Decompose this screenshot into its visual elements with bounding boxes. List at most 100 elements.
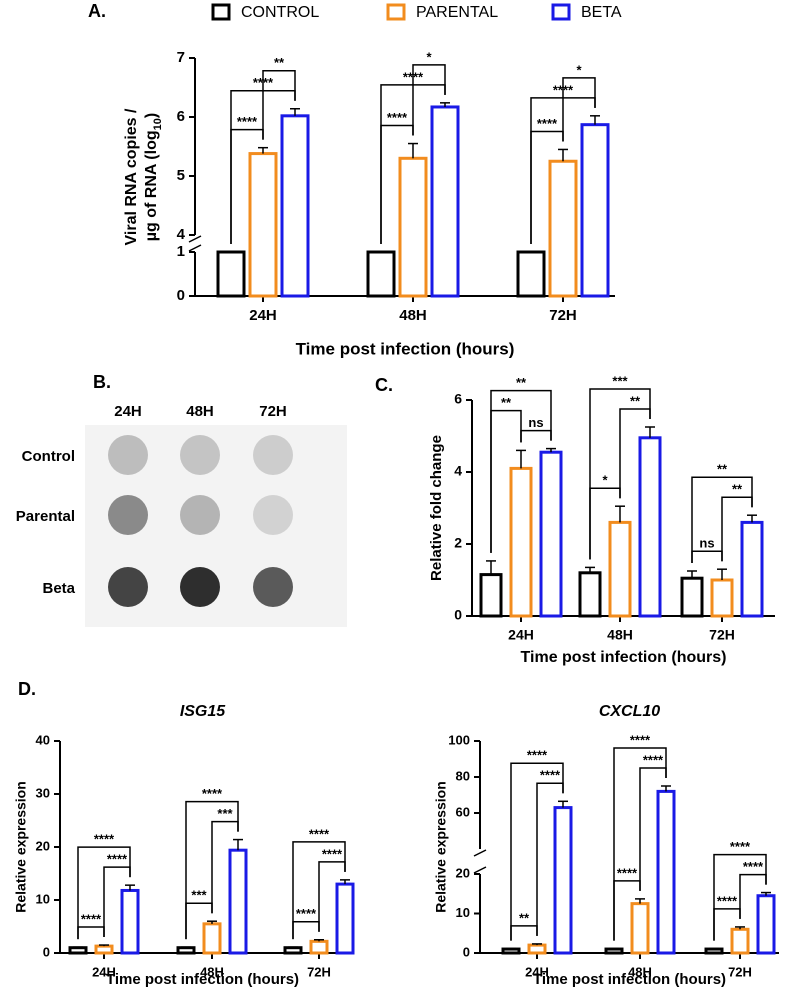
- significance-bracket: [262, 69, 296, 140]
- bar: [553, 806, 573, 955]
- significance-bracket: [510, 925, 538, 941]
- significance-bracket: [103, 866, 131, 938]
- bar: [656, 789, 676, 955]
- legend-label: PARENTAL: [416, 4, 498, 21]
- significance-bracket: [613, 880, 641, 941]
- chart-title: CXCL10: [599, 703, 660, 720]
- blot-row-label: Control: [22, 448, 75, 465]
- y-tick-label: 0: [463, 944, 470, 959]
- blot-dot: [108, 495, 148, 535]
- blot-column-label: 24H: [114, 403, 142, 420]
- y-axis-label-part: ): [143, 113, 160, 118]
- significance-label: ****: [717, 893, 738, 908]
- panel-label: D.: [18, 679, 36, 699]
- x-tick-label: 24H: [525, 964, 549, 979]
- x-tick-label: 24H: [508, 627, 534, 643]
- y-tick-label: 2: [454, 535, 462, 551]
- y-axis-label: µg of RNA (log10): [143, 113, 164, 241]
- legend-label: BETA: [581, 4, 622, 21]
- bar: [216, 250, 246, 298]
- x-axis-label: Time post infection (hours): [106, 971, 299, 988]
- bar: [638, 436, 662, 618]
- significance-label: *: [576, 62, 582, 77]
- y-tick-label: 30: [36, 785, 50, 800]
- significance-bracket: [530, 130, 564, 244]
- significance-bracket: [77, 846, 131, 940]
- bar: [501, 947, 521, 955]
- blot-row-label: Parental: [16, 508, 75, 525]
- x-axis-label: Time post infection (hours): [533, 971, 726, 988]
- blot-dot: [253, 435, 293, 475]
- blot-dot: [108, 567, 148, 607]
- significance-label: **: [274, 55, 285, 70]
- bar: [608, 520, 632, 618]
- y-tick-label: 6: [454, 391, 462, 407]
- significance-label: ****: [81, 911, 102, 926]
- bar: [704, 947, 724, 955]
- panel-label: C.: [375, 375, 393, 395]
- axis-break-mark: [188, 244, 202, 252]
- significance-label: ****: [540, 768, 561, 783]
- y-tick-label: 7: [177, 49, 185, 66]
- significance-bracket: [562, 77, 596, 142]
- significance-bracket: [713, 853, 767, 941]
- y-tick-label: 60: [456, 804, 470, 819]
- y-tick-label: 4: [177, 226, 186, 243]
- bar: [248, 152, 278, 298]
- x-tick-label: 72H: [728, 964, 752, 979]
- bar: [280, 114, 310, 298]
- significance-bracket: [721, 496, 753, 562]
- blot-column-label: 72H: [259, 403, 287, 420]
- legend-swatch: [386, 3, 406, 21]
- panel-label: B.: [93, 372, 111, 392]
- bar: [176, 946, 196, 955]
- y-axis-label: Relative expression: [13, 781, 29, 913]
- x-axis-label: Time post infection (hours): [296, 339, 515, 358]
- bar: [283, 946, 303, 955]
- significance-label: **: [630, 393, 641, 408]
- y-tick-label: 4: [454, 463, 462, 479]
- significance-label: ****: [643, 752, 664, 767]
- blot-dot: [180, 495, 220, 535]
- y-tick-label: 1: [177, 243, 185, 260]
- bar: [479, 573, 503, 618]
- bar: [630, 902, 650, 955]
- y-axis-label: Relative expression: [433, 781, 449, 913]
- significance-label: ****: [527, 748, 548, 763]
- x-tick-label: 72H: [709, 627, 735, 643]
- legend-label: CONTROL: [241, 4, 319, 21]
- significance-bracket: [211, 820, 239, 914]
- significance-bracket: [318, 861, 346, 932]
- blot-column-label: 48H: [186, 403, 214, 420]
- y-tick-label: 20: [456, 865, 470, 880]
- significance-bracket: [490, 409, 522, 553]
- y-tick-label: 20: [36, 838, 50, 853]
- significance-bracket: [619, 408, 651, 499]
- significance-bracket: [691, 550, 723, 563]
- bar: [604, 947, 624, 955]
- y-tick-label: 10: [36, 891, 50, 906]
- blot-dot: [253, 567, 293, 607]
- bar: [509, 466, 533, 618]
- significance-label: ***: [612, 373, 628, 388]
- bar: [202, 922, 222, 955]
- panel-label: A.: [88, 1, 106, 21]
- axis-break-mark: [473, 866, 487, 874]
- y-tick-label: 80: [456, 768, 470, 783]
- y-tick-label: 100: [448, 732, 470, 747]
- significance-label: ****: [387, 110, 408, 125]
- significance-label: ****: [322, 846, 343, 861]
- bar: [578, 571, 602, 618]
- y-axis-label-subscript: 10: [152, 118, 164, 130]
- y-axis-label: Viral RNA copies /: [123, 108, 140, 245]
- significance-bracket: [613, 747, 667, 941]
- bar: [398, 156, 428, 298]
- significance-label: ****: [537, 116, 558, 131]
- bar: [120, 888, 140, 955]
- x-tick-label: 48H: [399, 307, 427, 324]
- significance-label: ****: [237, 114, 258, 129]
- significance-bracket: [490, 389, 552, 553]
- bar: [527, 943, 547, 955]
- significance-label: ns: [699, 536, 714, 551]
- significance-label: ****: [309, 826, 330, 841]
